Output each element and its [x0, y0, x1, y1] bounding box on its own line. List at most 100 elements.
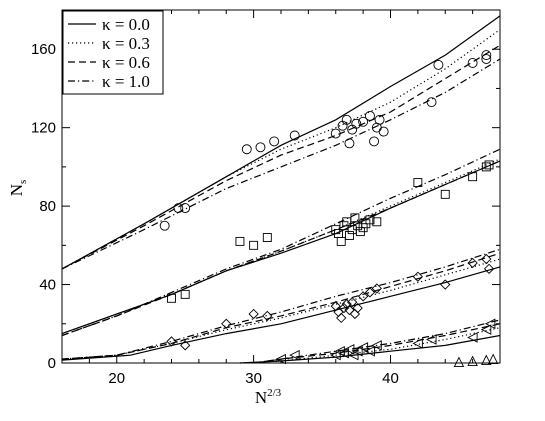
marker-square-4: [262, 233, 272, 242]
marker-diamond-16: [371, 283, 382, 294]
series-line-1-3: [239, 327, 501, 364]
marker-diamond-12: [349, 308, 361, 320]
marker-triangle-left-2: [330, 349, 341, 361]
marker-diamond-8: [338, 302, 350, 314]
marker-circle-18: [369, 136, 380, 147]
marker-diamond-13: [352, 302, 363, 314]
marker-circle-4: [255, 142, 266, 153]
marker-triangle-left-13: [467, 332, 478, 343]
marker-triangle-left-7: [352, 346, 363, 357]
marker-triangle-left-9: [364, 346, 375, 357]
series-curves: [61, 15, 501, 364]
marker-circle-21: [467, 58, 478, 68]
marker-triangle-left-10: [371, 340, 382, 351]
marker-triangle-left-8: [357, 342, 369, 353]
marker-triangle-up-3: [487, 353, 499, 365]
marker-diamond-11: [347, 297, 358, 308]
axis-ticks: [61, 9, 501, 364]
legend: κ = 0.0κ = 0.3κ = 0.6κ = 1.0: [62, 10, 164, 95]
marker-circle-13: [358, 116, 369, 127]
marker-triangle-left-11: [412, 338, 423, 349]
marker-circle-16: [374, 114, 385, 125]
marker-square-0: [167, 293, 176, 303]
marker-square-20: [440, 189, 450, 199]
x-tick-label-0: 20: [108, 370, 125, 387]
marker-square-23: [484, 160, 494, 170]
marker-circle-3: [241, 144, 252, 155]
marker-diamond-17: [412, 271, 424, 282]
series-line-0-1: [61, 160, 501, 335]
series-line-1-1: [61, 158, 501, 335]
marker-circle-10: [344, 138, 355, 149]
marker-circle-22: [481, 50, 492, 61]
legend-label-2: κ = 0.6: [102, 53, 150, 72]
marker-circle-19: [433, 59, 444, 70]
series-line-3-0: [61, 58, 501, 270]
marker-triangle-left-14: [480, 324, 492, 335]
series-line-3-1: [61, 148, 501, 337]
marker-circle-14: [365, 110, 375, 121]
marker-circle-1: [173, 203, 184, 214]
marker-diamond-1: [180, 340, 191, 351]
marker-square-21: [468, 172, 478, 182]
marker-triangle-left-6: [348, 349, 359, 361]
marker-square-22: [481, 162, 491, 172]
marker-diamond-18: [440, 279, 451, 290]
marker-square-18: [372, 217, 382, 227]
marker-diamond-10: [344, 304, 355, 316]
series-line-0-3: [239, 334, 501, 364]
marker-diamond-0: [166, 336, 177, 347]
marker-triangle-left-15: [484, 318, 496, 330]
legend-label-3: κ = 1.0: [102, 72, 150, 91]
marker-triangle-up-2: [481, 354, 492, 366]
series-line-2-2: [61, 252, 501, 360]
marker-diamond-3: [248, 308, 259, 320]
marker-diamond-19: [467, 257, 478, 269]
marker-circle-23: [481, 54, 492, 64]
series-line-0-2: [61, 266, 501, 361]
series-line-3-3: [253, 319, 501, 364]
marker-diamond-14: [357, 291, 369, 302]
marker-triangle-up-1: [467, 355, 478, 366]
marker-circle-9: [341, 114, 352, 125]
marker-circle-20: [426, 97, 437, 108]
marker-diamond-2: [221, 318, 232, 329]
marker-square-19: [413, 178, 423, 188]
series-line-1-2: [61, 258, 501, 360]
marker-square-10: [344, 231, 354, 240]
marker-circle-7: [330, 128, 341, 139]
series-line-2-0: [61, 44, 501, 270]
marker-square-1: [180, 289, 190, 299]
marker-circle-17: [378, 126, 389, 137]
x-tick-label-1: 30: [245, 370, 262, 387]
y-tick-label-0: 0: [48, 355, 56, 372]
marker-square-3: [249, 240, 259, 250]
y-tick-label-1: 40: [39, 277, 56, 294]
data-markers: [159, 50, 499, 367]
y-tick-label-4: 160: [31, 41, 56, 58]
marker-triangle-left-12: [426, 334, 437, 345]
marker-diamond-7: [336, 312, 347, 324]
legend-label-1: κ = 0.3: [102, 34, 150, 53]
legend-box: [62, 10, 164, 95]
legend-label-0: κ = 0.0: [102, 15, 150, 34]
marker-circle-12: [351, 118, 362, 129]
tick-labels: 20 30 40 0 40 80 120 160: [31, 41, 399, 387]
marker-diamond-4: [262, 310, 273, 322]
series-line-2-1: [61, 160, 501, 337]
marker-square-7: [336, 236, 346, 246]
marker-diamond-15: [364, 287, 376, 298]
marker-circle-6: [289, 130, 300, 141]
marker-square-17: [365, 215, 375, 225]
marker-circle-2: [180, 203, 191, 214]
series-line-0-0: [61, 15, 501, 270]
marker-circle-5: [269, 136, 280, 147]
marker-triangle-left-1: [289, 349, 300, 361]
marker-triangle-left-4: [338, 347, 349, 359]
marker-triangle-up-0: [453, 356, 465, 367]
marker-circle-0: [159, 220, 170, 231]
x-axis-label: N2/3: [255, 387, 282, 407]
y-tick-label-2: 80: [39, 198, 56, 215]
marker-triangle-left-5: [343, 344, 355, 355]
